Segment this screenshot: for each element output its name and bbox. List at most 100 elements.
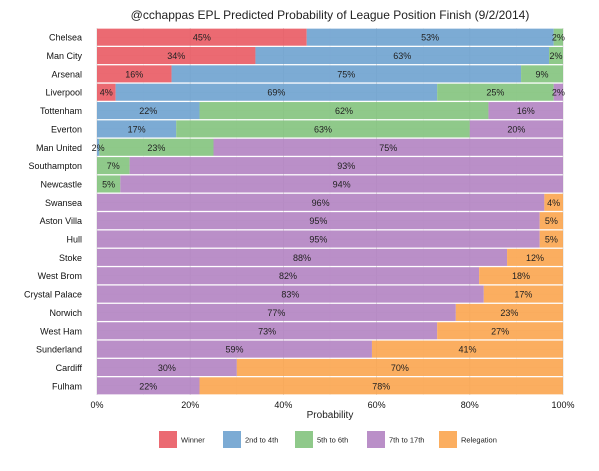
bar-segment xyxy=(553,28,563,46)
legend-item: 7th to 17th xyxy=(367,431,424,448)
data-label: 82% xyxy=(279,271,297,281)
data-label: 25% xyxy=(486,88,504,98)
data-label: 75% xyxy=(337,69,355,79)
data-label: 17% xyxy=(128,124,146,134)
y-tick-label: Arsenal xyxy=(51,69,82,79)
bar-segment xyxy=(437,83,554,101)
legend-label: 2nd to 4th xyxy=(245,436,278,445)
data-labels: 45% 53% 2% 34% 63% 2% 16% 75% 9% 4% 69% 25% 2% 22% 62%… xyxy=(92,33,565,392)
bar-segment xyxy=(97,322,438,340)
y-tick-label: Chelsea xyxy=(49,33,82,43)
data-label: 83% xyxy=(281,290,299,300)
data-label: 7% xyxy=(107,161,120,171)
data-label: 34% xyxy=(167,51,185,61)
data-label: 2% xyxy=(92,143,105,153)
bar-segment xyxy=(437,322,563,340)
data-label: 41% xyxy=(458,345,476,355)
legend-swatch xyxy=(439,431,457,448)
data-label: 53% xyxy=(421,33,439,43)
bar-segment xyxy=(255,46,550,65)
bar-segment xyxy=(129,157,563,175)
bar-segment xyxy=(371,340,563,358)
legend-swatch xyxy=(223,431,241,448)
y-tick-label: Tottenham xyxy=(40,106,82,116)
bar-segment xyxy=(97,285,484,303)
bar-segment xyxy=(97,193,545,211)
data-label: 63% xyxy=(393,51,411,61)
data-label: 30% xyxy=(158,363,176,373)
x-tick-label: 0% xyxy=(90,400,103,410)
data-label: 23% xyxy=(147,143,165,153)
bar-segment xyxy=(199,102,489,120)
data-label: 45% xyxy=(193,33,211,43)
bar-segment xyxy=(97,303,456,321)
bar-segment xyxy=(97,157,130,175)
bar-segment xyxy=(97,230,540,248)
legend-item: 5th to 6th xyxy=(295,431,348,448)
chart-title: @cchappas EPL Predicted Probability of L… xyxy=(131,8,530,22)
y-tick-label: Sunderland xyxy=(36,345,82,355)
data-label: 88% xyxy=(293,253,311,263)
bar-segment xyxy=(97,138,100,156)
x-axis-label: Probability xyxy=(307,410,354,421)
data-label: 22% xyxy=(139,381,157,391)
data-label: 20% xyxy=(507,124,525,134)
data-label: 2% xyxy=(550,51,563,61)
data-label: 2% xyxy=(552,33,565,43)
bar-segment xyxy=(97,102,200,120)
y-tick-label: Stoke xyxy=(59,253,82,263)
y-tick-label: Swansea xyxy=(45,198,82,208)
bar-segment xyxy=(469,120,563,138)
data-label: 5% xyxy=(545,216,558,226)
y-tick-label: Man United xyxy=(36,143,82,153)
y-tick-label: Hull xyxy=(66,235,82,245)
y-tick-label: West Ham xyxy=(40,326,82,336)
bar-segment xyxy=(455,303,563,321)
data-label: 93% xyxy=(337,161,355,171)
y-axis-categories: Chelsea Man City Arsenal Liverpool Tottenham… xyxy=(24,33,83,392)
bar-segment xyxy=(115,83,438,101)
y-tick-label: Everton xyxy=(51,124,82,134)
data-label: 16% xyxy=(125,69,143,79)
y-tick-label: Norwich xyxy=(49,308,82,318)
data-label: 75% xyxy=(379,143,397,153)
legend-label: 7th to 17th xyxy=(389,436,424,445)
data-label: 22% xyxy=(139,106,157,116)
bar-segment xyxy=(549,46,563,65)
data-label: 69% xyxy=(267,88,285,98)
data-label: 78% xyxy=(372,381,390,391)
bar-segment xyxy=(97,28,307,46)
y-tick-label: West Brom xyxy=(38,271,82,281)
legend-label: Winner xyxy=(181,436,205,445)
bar-segment xyxy=(479,267,563,285)
bar-segment xyxy=(97,83,116,101)
data-label: 96% xyxy=(312,198,330,208)
data-label: 95% xyxy=(309,216,327,226)
legend-swatch xyxy=(159,431,177,448)
x-axis-ticks: 0% 20% 40% 60% 80% 100% xyxy=(90,400,574,410)
bar-segment xyxy=(97,340,372,358)
y-tick-label: Cardiff xyxy=(56,363,83,373)
data-label: 18% xyxy=(512,271,530,281)
bar-segment xyxy=(199,377,563,395)
bar-segment xyxy=(97,46,256,65)
legend-item: Winner xyxy=(159,431,205,448)
bar-segment xyxy=(120,175,564,193)
x-tick-label: 40% xyxy=(274,400,292,410)
data-label: 95% xyxy=(309,235,327,245)
data-label: 59% xyxy=(225,345,243,355)
y-tick-label: Southampton xyxy=(28,161,82,171)
x-tick-label: 80% xyxy=(461,400,479,410)
data-label: 27% xyxy=(491,326,509,336)
grid xyxy=(96,28,564,395)
bar-segment xyxy=(97,358,237,377)
bar-segment xyxy=(539,230,563,248)
bar-segment xyxy=(176,120,470,138)
bar-segment xyxy=(236,358,564,377)
bar-segment xyxy=(97,175,121,193)
data-label: 9% xyxy=(536,69,549,79)
data-label: 63% xyxy=(314,124,332,134)
legend-swatch xyxy=(295,431,313,448)
x-tick-label: 20% xyxy=(181,400,199,410)
